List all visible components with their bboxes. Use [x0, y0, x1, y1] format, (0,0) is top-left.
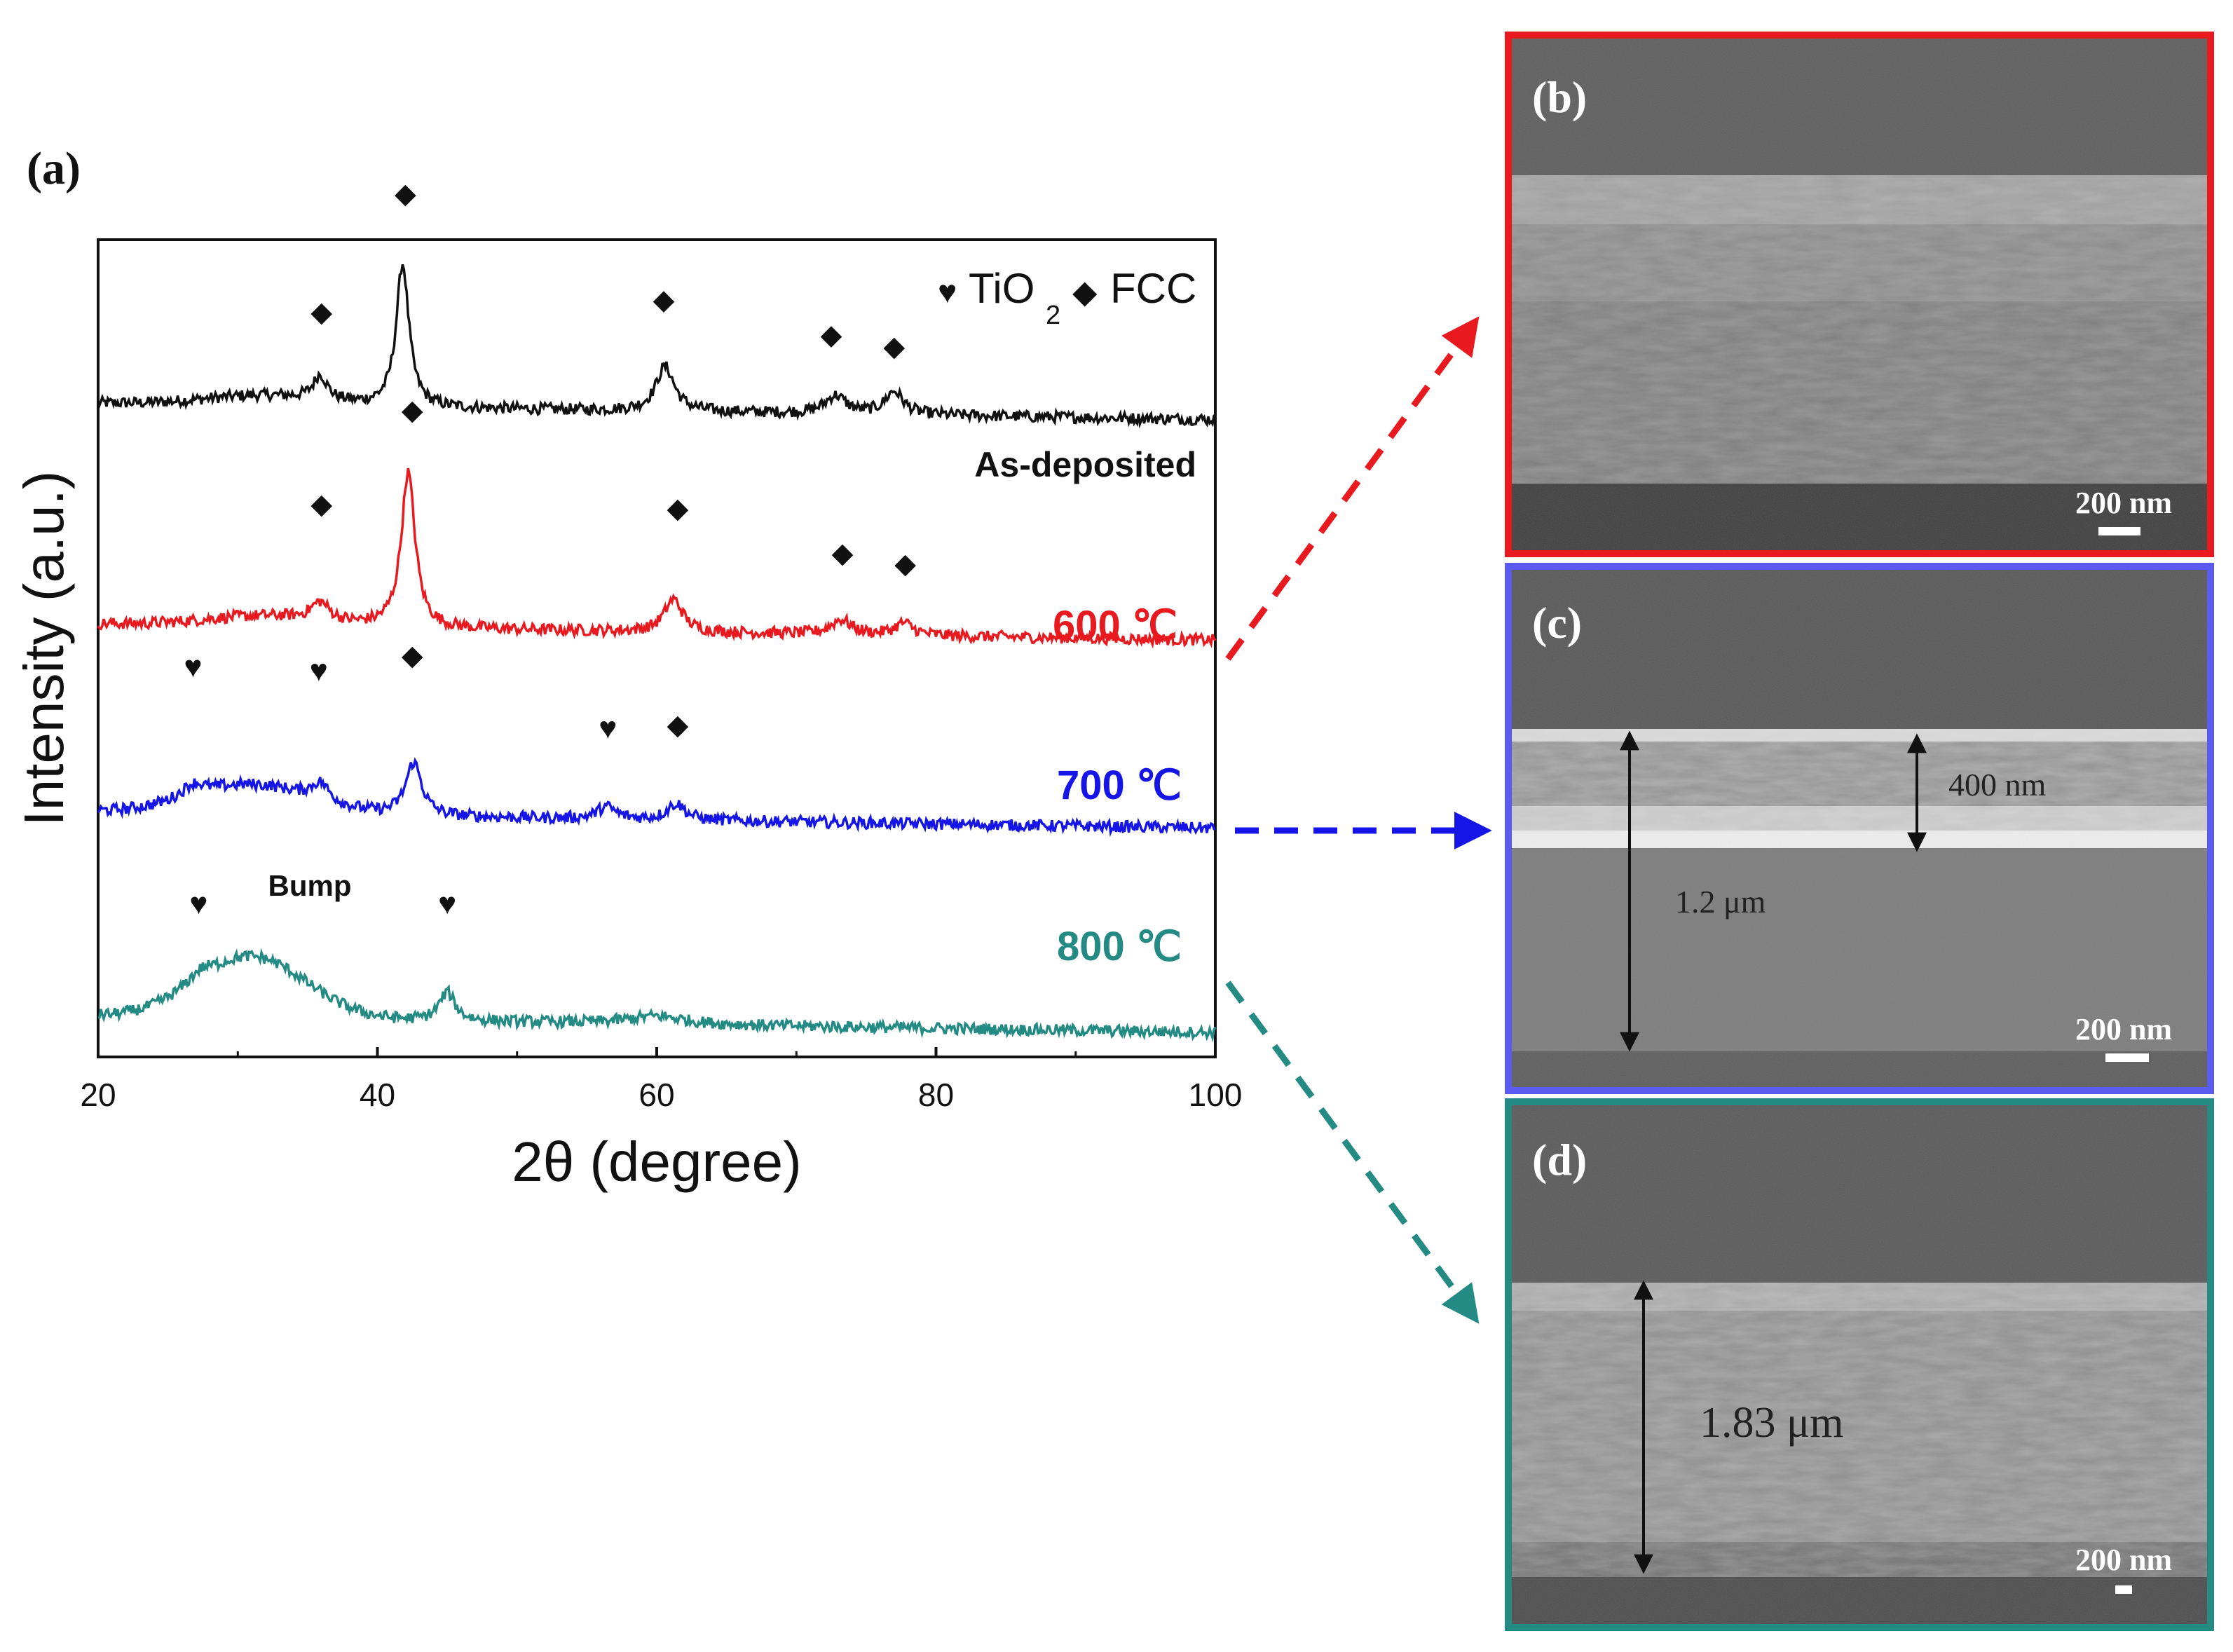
- series-label-600: 600 ℃: [1053, 603, 1177, 648]
- panel-label-a: (a): [27, 143, 81, 194]
- thickness-outer-label-c: 1.2 μm: [1675, 884, 1766, 920]
- plot-frame: [97, 238, 1217, 1058]
- thickness-inner-label-c: 400 nm: [1948, 767, 2047, 803]
- fcc-marker-0-3: ◆: [821, 320, 842, 350]
- fcc-marker-0-0: ◆: [310, 297, 332, 328]
- arrow-to-b: [1225, 316, 1480, 661]
- legend-tio2-symbol: ♥: [938, 273, 957, 310]
- sem-panel-b: (b) 200 nm: [1505, 32, 2214, 557]
- legend-tio2-text: TiO: [969, 265, 1034, 312]
- series-label-as-deposited: As-deposited: [974, 445, 1196, 484]
- panel-label-b: (b): [1532, 72, 1587, 122]
- x-axis-title: 2θ (degree): [512, 1131, 802, 1193]
- fcc-marker-1-0: ◆: [310, 489, 332, 520]
- scale-bar-c: [2105, 1053, 2149, 1062]
- tio2-marker-3-1: ♥: [438, 887, 456, 921]
- series-line-0: [97, 264, 1217, 429]
- sem-frame-c: [1505, 563, 2214, 1094]
- legend-tio2-sub: 2: [1046, 301, 1060, 330]
- scale-bar-label-b: 200 nm: [2075, 486, 2172, 520]
- series-label-700: 700 ℃: [1057, 763, 1182, 808]
- series-line-3: [97, 948, 1217, 1043]
- x-tick-label-2: 60: [639, 1077, 674, 1113]
- panel-label-d: (d): [1532, 1135, 1587, 1185]
- scale-bar-label-c: 200 nm: [2075, 1012, 2172, 1046]
- tio2-marker-3-0: ♥: [189, 887, 207, 921]
- series-line-2: [97, 757, 1216, 838]
- arrow-to-d: [1225, 981, 1480, 1324]
- fcc-marker-1-1: ◆: [402, 395, 423, 426]
- scale-bar-label-d: 200 nm: [2075, 1543, 2172, 1577]
- fcc-marker-1-4: ◆: [894, 549, 916, 580]
- y-axis-title: Intensity (a.u.): [13, 471, 75, 826]
- fcc-marker-1-2: ◆: [667, 493, 689, 524]
- thickness-label-d: 1.83 μm: [1700, 1399, 1843, 1447]
- tio2-marker-2-1: ♥: [310, 654, 328, 688]
- series-line-1: [97, 467, 1217, 649]
- sem-frame-b: [1505, 32, 2214, 557]
- fcc-marker-2-2: ◆: [402, 640, 423, 671]
- fcc-marker-0-2: ◆: [653, 285, 675, 315]
- series-label-800: 800 ℃: [1057, 924, 1182, 969]
- panel-label-c: (c): [1532, 598, 1582, 648]
- x-tick-label-4: 100: [1189, 1077, 1243, 1113]
- legend: ♥ TiO 2 ◆ FCC: [938, 265, 1196, 330]
- scale-bar-b: [2098, 527, 2140, 535]
- xrd-chart: ◆ ◆ ◆ ◆ ◆ ◆ ◆ ◆ ◆ ◆ ♥ ♥ ◆ ♥ ◆ ♥ ♥ 20 40 60 80 100 As-deposit…: [13, 179, 1242, 1193]
- sem-frame-d: [1505, 1098, 2214, 1631]
- fcc-marker-0-1: ◆: [395, 179, 416, 210]
- series-layer: [97, 264, 1217, 1043]
- legend-fcc-text: FCC: [1110, 265, 1196, 312]
- fcc-marker-1-3: ◆: [832, 538, 854, 569]
- x-tick-label-0: 20: [80, 1077, 116, 1113]
- tick-layer: 20 40 60 80 100: [80, 1047, 1242, 1113]
- fcc-marker-2-4: ◆: [667, 709, 689, 740]
- bump-label: Bump: [268, 869, 352, 902]
- tio2-marker-2-3: ♥: [599, 711, 617, 745]
- x-tick-label-1: 40: [360, 1077, 395, 1113]
- legend-fcc-symbol: ◆: [1072, 273, 1098, 310]
- marker-layer: ◆ ◆ ◆ ◆ ◆ ◆ ◆ ◆ ◆ ◆ ♥ ♥ ◆ ♥ ◆ ♥ ♥: [184, 179, 916, 921]
- x-tick-label-3: 80: [918, 1077, 954, 1113]
- sem-panel-d: (d) 1.83 μm 200 nm: [1505, 1098, 2214, 1631]
- tio2-marker-2-0: ♥: [184, 650, 202, 684]
- fcc-marker-0-4: ◆: [883, 332, 905, 362]
- scale-bar-d: [2115, 1585, 2132, 1594]
- sem-panel-c: (c) 1.2 μm 400 nm 200 nm: [1505, 563, 2214, 1094]
